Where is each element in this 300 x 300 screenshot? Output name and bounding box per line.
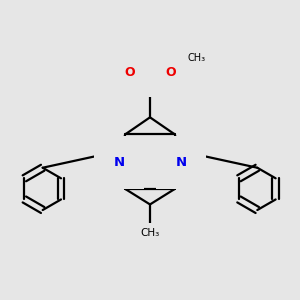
Text: CH₃: CH₃ <box>187 53 206 63</box>
Text: N: N <box>113 156 124 169</box>
Text: N: N <box>176 156 187 169</box>
Text: CH₃: CH₃ <box>140 228 160 238</box>
Text: O: O <box>165 66 175 79</box>
Text: O: O <box>124 66 135 79</box>
